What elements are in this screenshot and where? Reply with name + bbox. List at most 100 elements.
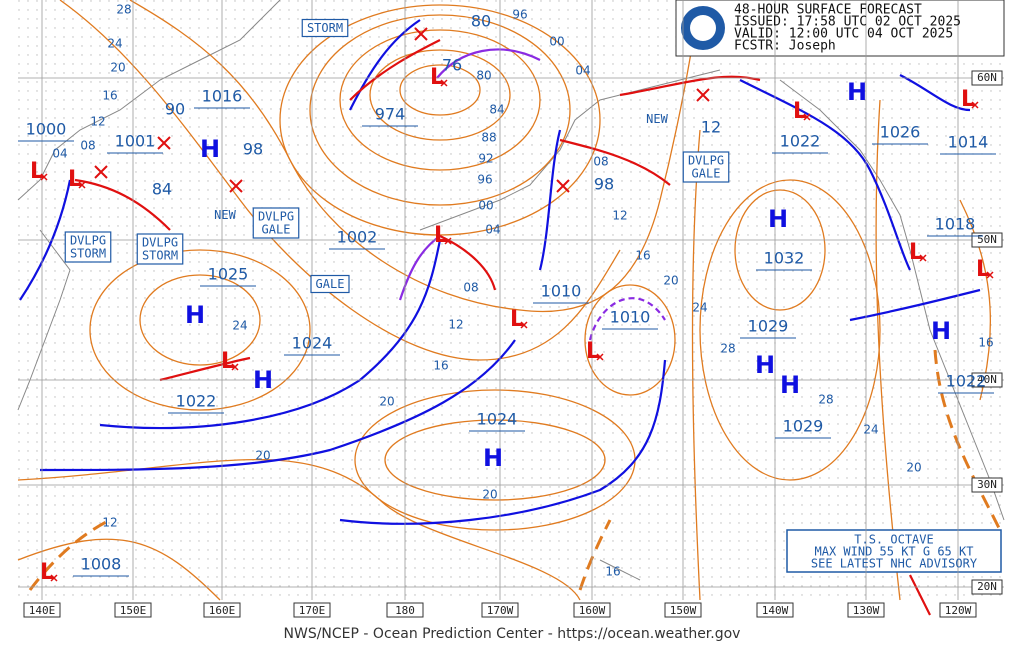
pressure-value: 1024	[477, 410, 518, 429]
isobar-label: 16	[978, 336, 993, 350]
warning-text: DVLPG	[688, 154, 724, 168]
isobar-label: 24	[863, 423, 878, 437]
high-center: H	[755, 351, 775, 379]
isobar-label: 04	[52, 147, 67, 161]
warning-box	[64, 231, 112, 263]
lon-label: 140E	[29, 604, 56, 617]
isobar-label: 96	[512, 8, 527, 22]
isobar-label: 24	[232, 319, 247, 333]
isobar-label: 12	[448, 318, 463, 332]
lon-label: 170E	[299, 604, 326, 617]
lon-label-box	[847, 602, 885, 618]
lat-label-box	[971, 477, 1003, 493]
warning-box	[252, 207, 300, 239]
low-center: L	[586, 339, 600, 364]
storm-x-marks	[94, 27, 710, 193]
isobar-label: 20	[482, 488, 497, 502]
warning-box	[682, 151, 730, 183]
low-center: L	[909, 240, 923, 265]
isobar-label: 24	[107, 37, 122, 51]
isobar-label: 88	[481, 131, 496, 145]
isobar-label: 28	[116, 3, 131, 17]
lat-label-box	[971, 70, 1003, 86]
low-center: L	[40, 560, 54, 585]
low-x	[919, 254, 927, 262]
pressure-value: 1002	[337, 228, 378, 247]
lon-label-box	[756, 602, 794, 618]
header-line: FCSTR: Joseph	[734, 39, 836, 54]
lon-label: 180	[395, 604, 415, 617]
low-center: L	[68, 167, 82, 192]
lat-label: 40N	[977, 373, 997, 386]
isobar-label: 20	[663, 274, 678, 288]
pressure-value: 90	[165, 100, 185, 119]
isobar-label: 80	[476, 69, 491, 83]
warning-text: NEW	[214, 208, 236, 222]
lon-label-box	[114, 602, 152, 618]
isobar-label: 16	[635, 249, 650, 263]
low-center: L	[221, 349, 235, 374]
high-center: H	[768, 205, 788, 233]
advisory-text: T.S. OCTAVE	[854, 533, 933, 547]
warning-box	[136, 233, 184, 265]
header-box	[675, 0, 1005, 57]
isobar-label: 04	[485, 223, 500, 237]
high-center: H	[200, 135, 220, 163]
low-center: L	[30, 159, 44, 184]
isobar-label: 20	[379, 395, 394, 409]
pressure-value: 1024	[292, 334, 333, 353]
advisory-text: SEE LATEST NHC ADVISORY	[811, 557, 978, 571]
warning-box	[310, 274, 350, 294]
high-center: H	[847, 78, 867, 106]
pressure-value: 76	[442, 56, 462, 75]
pressure-value: 1029	[748, 317, 789, 336]
high-center: H	[483, 444, 503, 472]
warning-text: STORM	[307, 21, 343, 35]
high-center: H	[931, 317, 951, 345]
pressure-value: 80	[471, 12, 491, 31]
lon-label: 170W	[487, 604, 514, 617]
pressure-value: 1026	[880, 123, 921, 142]
advisory-box	[786, 529, 1002, 573]
low-center: L	[510, 307, 524, 332]
pressure-value: 1032	[764, 249, 805, 268]
lon-label: 130W	[853, 604, 880, 617]
pressure-value: 1010	[610, 308, 651, 327]
footer: NWS/NCEP - Ocean Prediction Center - htt…	[284, 626, 741, 642]
isobar-label: 16	[605, 565, 620, 579]
lon-label-box	[386, 602, 424, 618]
header-line: ISSUED: 17:58 UTC 02 OCT 2025	[734, 15, 961, 30]
isobar-label: 12	[90, 115, 105, 129]
isobar-label: 08	[593, 155, 608, 169]
lat-label: 20N	[977, 580, 997, 593]
pressure-value: 1018	[935, 215, 976, 234]
low-x	[78, 181, 86, 189]
low-x	[50, 574, 58, 582]
warning-text: STORM	[142, 249, 178, 263]
lat-label: 60N	[977, 71, 997, 84]
lon-label: 140W	[762, 604, 789, 617]
pressure-value: 1016	[202, 87, 243, 106]
low-x	[596, 353, 604, 361]
pressure-value: 1001	[115, 132, 156, 151]
isobar-label: 00	[549, 35, 564, 49]
isobar-label: 12	[102, 516, 117, 530]
pressure-value: 1000	[26, 120, 67, 139]
lon-label-box	[23, 602, 61, 618]
warning-text: DVLPG	[70, 234, 106, 248]
pressure-value: 1010	[541, 282, 582, 301]
pressure-value: 1029	[783, 417, 824, 436]
lat-label-box	[971, 579, 1003, 595]
low-x	[971, 101, 979, 109]
lon-label: 160E	[209, 604, 236, 617]
isobar-label: 08	[463, 281, 478, 295]
high-center: H	[780, 371, 800, 399]
warning-text: STORM	[70, 247, 106, 261]
low-center: L	[976, 257, 990, 282]
isobar-label: 96	[477, 173, 492, 187]
low-center: L	[434, 223, 448, 248]
warning-text: GALE	[316, 277, 345, 291]
low-x	[231, 363, 239, 371]
lon-label-box	[293, 602, 331, 618]
